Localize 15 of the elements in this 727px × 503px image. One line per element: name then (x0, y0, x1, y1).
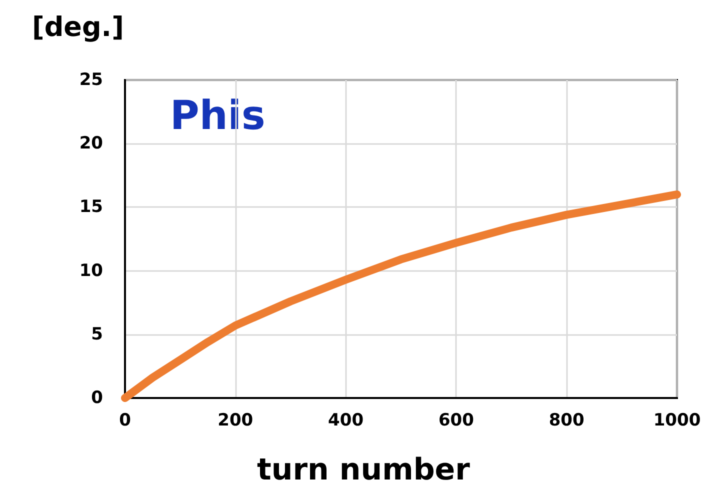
x-axis-title: turn number (257, 452, 470, 488)
x-tick-label: 800 (548, 410, 585, 430)
x-tick-label: 200 (218, 410, 254, 430)
x-tick-label: 1000 (653, 410, 701, 430)
y-tick-label: 20 (79, 134, 104, 154)
y-axis-title: [deg.] (32, 12, 124, 43)
x-tick-label: 600 (438, 410, 474, 430)
y-tick-label: 25 (79, 70, 103, 90)
annotation: Phis (170, 93, 266, 139)
y-tick-label: 5 (91, 324, 103, 344)
x-tick-label: 400 (328, 410, 364, 430)
y-tick-label: 10 (79, 260, 104, 281)
y-tick-label: 15 (79, 197, 103, 218)
y-tick-label: 0 (91, 388, 104, 408)
x-tick-label: 0 (119, 410, 132, 430)
